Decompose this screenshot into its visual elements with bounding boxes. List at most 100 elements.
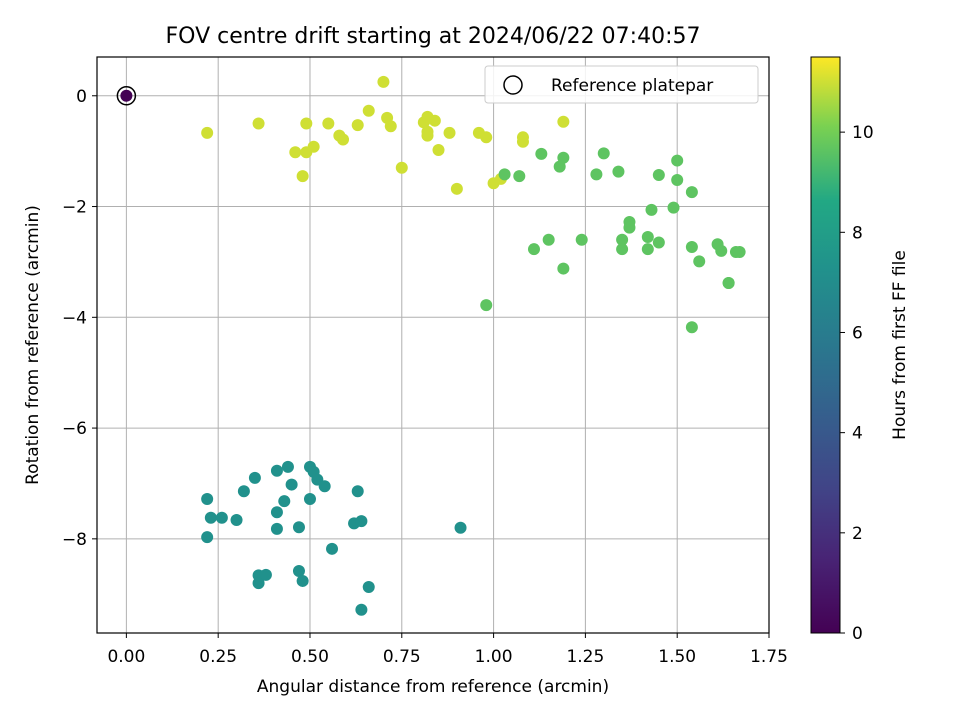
- reference-marker: [116, 86, 137, 106]
- x-tick-label: 1.00: [475, 647, 513, 667]
- data-point: [597, 147, 610, 160]
- data-point: [362, 581, 375, 594]
- data-point: [557, 262, 570, 275]
- data-point: [612, 165, 625, 178]
- data-point: [201, 531, 214, 544]
- colorbar-tick-label: 10: [852, 123, 874, 143]
- y-tick-label: −6: [62, 419, 87, 439]
- data-point: [300, 117, 313, 130]
- data-point: [513, 170, 526, 183]
- data-point: [590, 168, 603, 181]
- data-point: [480, 299, 493, 312]
- data-point: [432, 144, 445, 157]
- data-point: [685, 186, 698, 199]
- data-point: [480, 131, 493, 144]
- y-axis-label: Rotation from reference (arcmin): [23, 205, 43, 485]
- data-point: [201, 492, 214, 505]
- x-axis-label: Angular distance from reference (arcmin): [257, 677, 609, 697]
- legend-label: Reference platepar: [551, 76, 713, 96]
- x-tick-label: 1.25: [566, 647, 604, 667]
- data-point: [215, 511, 228, 524]
- data-point: [652, 168, 665, 181]
- data-point: [575, 233, 588, 246]
- data-point: [616, 233, 629, 246]
- data-point: [450, 182, 463, 195]
- data-point: [616, 243, 629, 256]
- data-point: [516, 135, 529, 148]
- x-tick-label: 1.75: [750, 647, 788, 667]
- y-tick-label: −8: [62, 530, 87, 550]
- legend-marker-icon: [503, 75, 523, 95]
- data-point: [384, 120, 397, 133]
- data-point: [428, 114, 441, 127]
- data-point: [535, 147, 548, 160]
- colorbar: [810, 56, 841, 634]
- data-point: [296, 170, 309, 183]
- data-point: [527, 243, 540, 256]
- data-point: [289, 146, 302, 159]
- data-point: [557, 151, 570, 164]
- data-point: [252, 577, 265, 590]
- data-point: [318, 480, 331, 493]
- y-tick-label: −4: [62, 308, 87, 328]
- grid-lines: [97, 57, 770, 633]
- colorbar-tick-label: 4: [852, 424, 863, 444]
- data-point: [307, 140, 320, 153]
- data-point: [270, 464, 283, 477]
- data-point: [281, 460, 294, 473]
- plot-frame: [96, 56, 770, 634]
- data-points: [116, 75, 746, 616]
- x-tick-label: 0.25: [199, 647, 237, 667]
- data-point: [270, 506, 283, 519]
- data-point: [557, 115, 570, 128]
- data-point: [201, 126, 214, 139]
- data-point: [395, 161, 408, 174]
- chart-title: FOV centre drift starting at 2024/06/22 …: [166, 24, 701, 49]
- data-point: [421, 129, 434, 142]
- data-point: [671, 154, 684, 167]
- y-tick-label: −2: [62, 198, 87, 218]
- data-point: [259, 568, 272, 581]
- reference-point: [120, 89, 133, 102]
- data-point: [351, 485, 364, 498]
- colorbar-tick-label: 0: [852, 624, 863, 644]
- data-point: [362, 104, 375, 117]
- data-point: [454, 521, 467, 534]
- x-axis-ticks: 0.00 0.25 0.50 0.75 1.00 1.25 1.50 1.75: [107, 633, 788, 667]
- data-point: [237, 485, 250, 498]
- data-point: [685, 240, 698, 253]
- colorbar-ticks: 0 2 4 6 8 10: [840, 123, 874, 644]
- x-tick-label: 0.00: [107, 647, 145, 667]
- data-point: [377, 75, 390, 88]
- data-point: [733, 245, 746, 258]
- y-tick-label: 0: [76, 87, 87, 107]
- data-point: [252, 117, 265, 130]
- y-axis-ticks: 0 −2 −4 −6 −8: [62, 87, 97, 550]
- data-point: [685, 321, 698, 334]
- data-point: [671, 173, 684, 186]
- data-point: [303, 492, 316, 505]
- data-point: [355, 603, 368, 616]
- legend-box: [484, 65, 759, 104]
- colorbar-tick-label: 6: [852, 323, 863, 343]
- data-point: [715, 244, 728, 257]
- data-point: [355, 515, 368, 528]
- data-point: [322, 117, 335, 130]
- legend: Reference platepar: [484, 65, 759, 104]
- data-point: [645, 203, 658, 216]
- data-point: [351, 119, 364, 132]
- data-point: [542, 233, 555, 246]
- data-point: [292, 564, 305, 577]
- data-point: [693, 255, 706, 268]
- data-point: [667, 201, 680, 214]
- data-point: [292, 521, 305, 534]
- data-point: [498, 168, 511, 181]
- data-point: [278, 495, 291, 508]
- data-point: [623, 221, 636, 234]
- data-point: [337, 133, 350, 146]
- data-point: [641, 243, 654, 256]
- data-point: [248, 471, 261, 484]
- data-point: [326, 542, 339, 555]
- data-point: [652, 236, 665, 249]
